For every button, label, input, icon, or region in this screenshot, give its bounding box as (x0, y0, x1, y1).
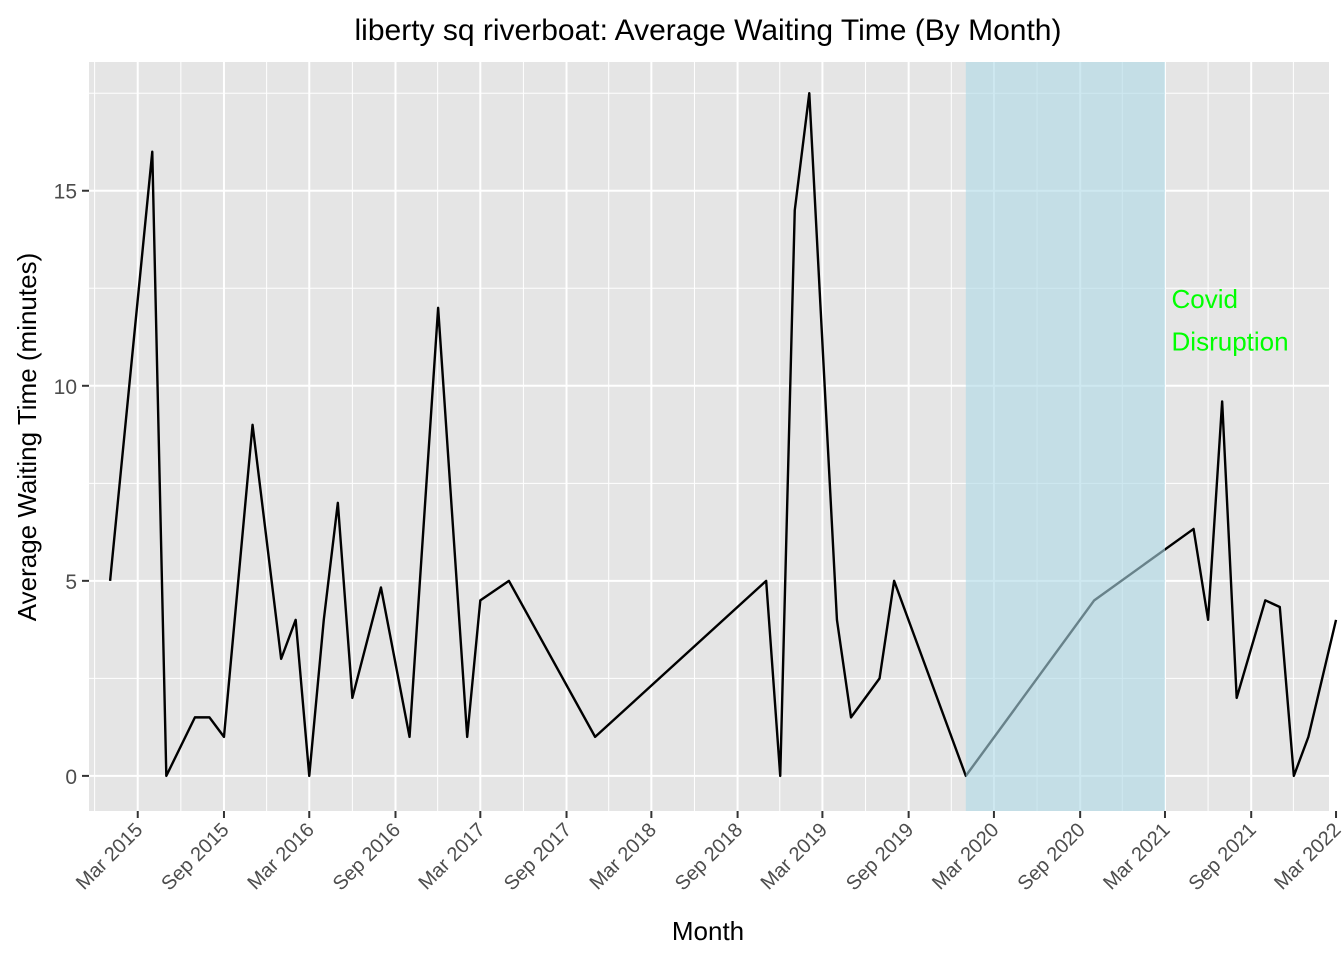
x-tick-label: Sep 2018 (671, 819, 747, 895)
x-tick-label: Sep 2021 (1185, 819, 1261, 895)
series-line (108, 92, 1338, 778)
x-axis-title: Month (672, 916, 744, 946)
x-tick-label: Mar 2017 (415, 819, 490, 894)
x-tick-label: Sep 2020 (1014, 819, 1090, 895)
x-tick-label: Mar 2020 (928, 819, 1003, 894)
annotation-label: Covid (1172, 284, 1238, 314)
annotation-label: Disruption (1172, 327, 1289, 357)
y-tick-label: 10 (54, 376, 77, 399)
x-tick-label: Mar 2015 (72, 819, 147, 894)
x-tick-label: Mar 2016 (243, 819, 318, 894)
x-axis: Mar 2015 Sep 2015 Mar 2016 Sep 2016 Mar 2017… (72, 811, 1344, 895)
x-tick-label: Mar 2018 (586, 819, 661, 894)
x-tick-label: Mar 2019 (757, 819, 832, 894)
x-tick-label: Mar 2021 (1099, 819, 1174, 894)
x-tick-label: Mar 2022 (1270, 819, 1344, 894)
chart-title: liberty sq riverboat: Average Waiting Ti… (355, 14, 1062, 47)
y-axis-title: Average Waiting Time (minutes) (12, 253, 42, 621)
x-tick-label: Sep 2019 (842, 819, 918, 895)
y-tick-label: 0 (65, 766, 77, 789)
x-tick-label: Sep 2015 (157, 819, 233, 895)
x-tick-label: Sep 2016 (329, 819, 405, 895)
y-tick-label: 5 (65, 571, 77, 594)
y-axis: 0 5 10 15 (54, 181, 89, 789)
y-tick-label: 15 (54, 181, 77, 204)
x-tick-label: Sep 2017 (500, 819, 576, 895)
series-lines (108, 92, 1338, 778)
annotations: Covid Disruption (1172, 284, 1289, 357)
covid-shade-rect (965, 62, 1165, 811)
covid-shaded-region (965, 62, 1165, 811)
